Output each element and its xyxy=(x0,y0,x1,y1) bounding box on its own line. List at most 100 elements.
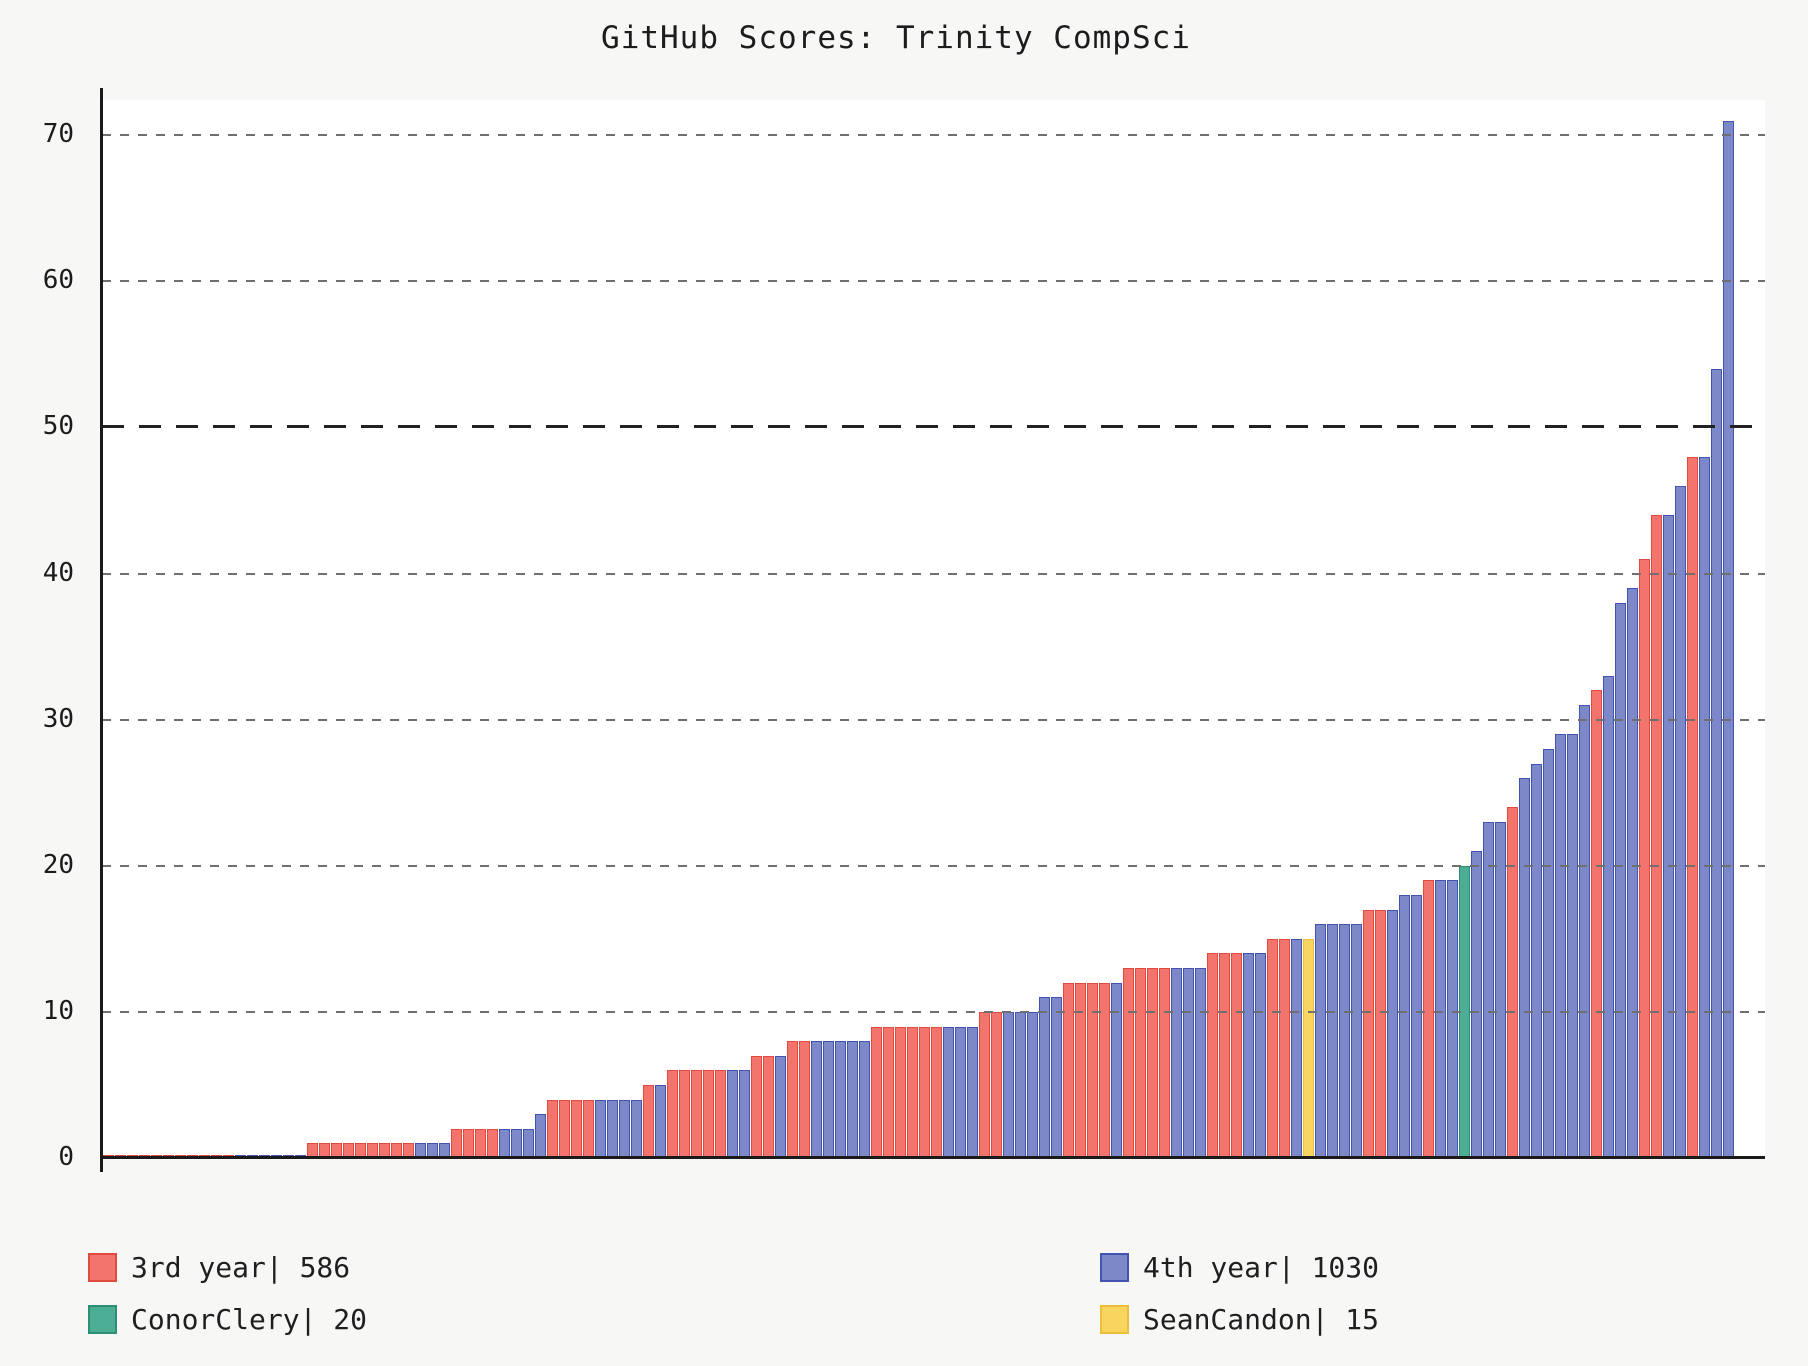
y-tick-label-0: 0 xyxy=(58,1142,74,1172)
bar-y3-9 xyxy=(931,1027,942,1158)
bar-y3-9 xyxy=(907,1027,918,1158)
y-tick-label-60: 60 xyxy=(42,265,74,295)
plot-area xyxy=(102,100,1765,1158)
bar-y3-10 xyxy=(979,1012,990,1158)
bar-y4-6 xyxy=(727,1070,738,1158)
bar-y3-12 xyxy=(1099,983,1110,1158)
bar-y4-11 xyxy=(1039,997,1050,1158)
bar-y4-17 xyxy=(1387,910,1398,1158)
bar-y3-10 xyxy=(991,1012,1002,1158)
bar-y4-28 xyxy=(1543,749,1554,1158)
bar-y3-14 xyxy=(1207,953,1218,1158)
y-tick-label-30: 30 xyxy=(42,704,74,734)
legend-item-seancandon: SeanCandon| 15 xyxy=(1100,1302,1379,1336)
legend-item-3rd-year: 3rd year| 586 xyxy=(88,1250,350,1284)
bar-y4-3 xyxy=(535,1114,546,1158)
bar-y3-9 xyxy=(895,1027,906,1158)
bar-y4-23 xyxy=(1483,822,1494,1158)
bar-y4-46 xyxy=(1675,486,1686,1158)
bar-y3-4 xyxy=(559,1100,570,1158)
bar-y4-27 xyxy=(1531,764,1542,1158)
bar-y4-39 xyxy=(1627,588,1638,1158)
bar-y3-13 xyxy=(1147,968,1158,1158)
bar-y4-9 xyxy=(967,1027,978,1158)
bar-y3-13 xyxy=(1159,968,1170,1158)
y-tick-label-20: 20 xyxy=(42,850,74,880)
bar-y4-2 xyxy=(499,1129,510,1158)
bar-y3-19 xyxy=(1423,880,1434,1158)
legend-label-seancandon: SeanCandon| 15 xyxy=(1143,1302,1380,1336)
bar-y3-41 xyxy=(1639,559,1650,1158)
bar-y3-17 xyxy=(1375,910,1386,1158)
bar-conor-20 xyxy=(1459,866,1470,1158)
bar-y4-44 xyxy=(1663,515,1674,1158)
bar-y4-13 xyxy=(1183,968,1194,1158)
bar-y4-16 xyxy=(1327,924,1338,1158)
bar-y4-8 xyxy=(811,1041,822,1158)
bar-y3-12 xyxy=(1063,983,1074,1158)
bar-y3-32 xyxy=(1591,690,1602,1158)
bar-y3-9 xyxy=(919,1027,930,1158)
bar-y3-15 xyxy=(1279,939,1290,1158)
bar-y3-6 xyxy=(715,1070,726,1158)
y-axis xyxy=(100,88,103,1172)
bar-y3-8 xyxy=(787,1041,798,1158)
bar-y3-13 xyxy=(1123,968,1134,1158)
bar-y3-4 xyxy=(571,1100,582,1158)
bar-y4-10 xyxy=(1027,1012,1038,1158)
legend: 3rd year| 586 4th year| 1030 ConorClery|… xyxy=(0,1238,1808,1358)
bar-y4-8 xyxy=(859,1041,870,1158)
bar-y3-24 xyxy=(1507,807,1518,1158)
bar-y4-5 xyxy=(655,1085,666,1158)
legend-label-3rd-year: 3rd year| 586 xyxy=(131,1250,351,1284)
bar-y4-10 xyxy=(1015,1012,1026,1158)
bar-y3-6 xyxy=(703,1070,714,1158)
bar-y4-13 xyxy=(1195,968,1206,1158)
bar-y4-16 xyxy=(1339,924,1350,1158)
chart-title: GitHub Scores: Trinity CompSci xyxy=(601,20,1191,56)
bar-y3-12 xyxy=(1087,983,1098,1158)
bar-y3-9 xyxy=(871,1027,882,1158)
bar-y4-2 xyxy=(511,1129,522,1158)
bar-y3-15 xyxy=(1267,939,1278,1158)
legend-label-conorclery: ConorClery| 20 xyxy=(131,1302,368,1336)
bar-y4-8 xyxy=(835,1041,846,1158)
bar-y4-14 xyxy=(1255,953,1266,1158)
bar-y4-14 xyxy=(1243,953,1254,1158)
bar-y4-21 xyxy=(1471,851,1482,1158)
bar-y3-6 xyxy=(667,1070,678,1158)
legend-item-conorclery: ConorClery| 20 xyxy=(88,1302,367,1336)
bar-y4-10 xyxy=(1003,1012,1014,1158)
bar-y3-5 xyxy=(643,1085,654,1158)
bar-y3-8 xyxy=(799,1041,810,1158)
legend-label-4th-year: 4th year| 1030 xyxy=(1143,1250,1380,1284)
bar-y3-48 xyxy=(1687,457,1698,1158)
bar-y4-11 xyxy=(1051,997,1062,1158)
bar-y4-6 xyxy=(739,1070,750,1158)
legend-swatch-seancandon xyxy=(1100,1304,1129,1334)
bar-y3-2 xyxy=(475,1129,486,1158)
bar-y4-16 xyxy=(1315,924,1326,1158)
bar-y4-4 xyxy=(607,1100,618,1158)
bar-y4-38 xyxy=(1615,603,1626,1158)
bars-container xyxy=(103,100,1734,1158)
bar-y4-4 xyxy=(595,1100,606,1158)
bar-y4-19 xyxy=(1447,880,1458,1158)
bar-y3-7 xyxy=(751,1056,762,1158)
bar-y4-29 xyxy=(1567,734,1578,1158)
bar-y4-23 xyxy=(1495,822,1506,1158)
bar-y3-6 xyxy=(679,1070,690,1158)
bar-y3-4 xyxy=(547,1100,558,1158)
bar-y4-4 xyxy=(619,1100,630,1158)
bar-y4-8 xyxy=(823,1041,834,1158)
bar-y4-71 xyxy=(1723,121,1734,1158)
bar-y3-44 xyxy=(1651,515,1662,1158)
legend-swatch-3rd-year xyxy=(88,1252,117,1282)
y-tick-label-70: 70 xyxy=(42,119,74,149)
bar-y3-4 xyxy=(583,1100,594,1158)
bar-y3-7 xyxy=(763,1056,774,1158)
bar-y4-19 xyxy=(1435,880,1446,1158)
bar-y4-18 xyxy=(1399,895,1410,1158)
bar-y4-2 xyxy=(523,1129,534,1158)
bar-y4-12 xyxy=(1111,983,1122,1158)
